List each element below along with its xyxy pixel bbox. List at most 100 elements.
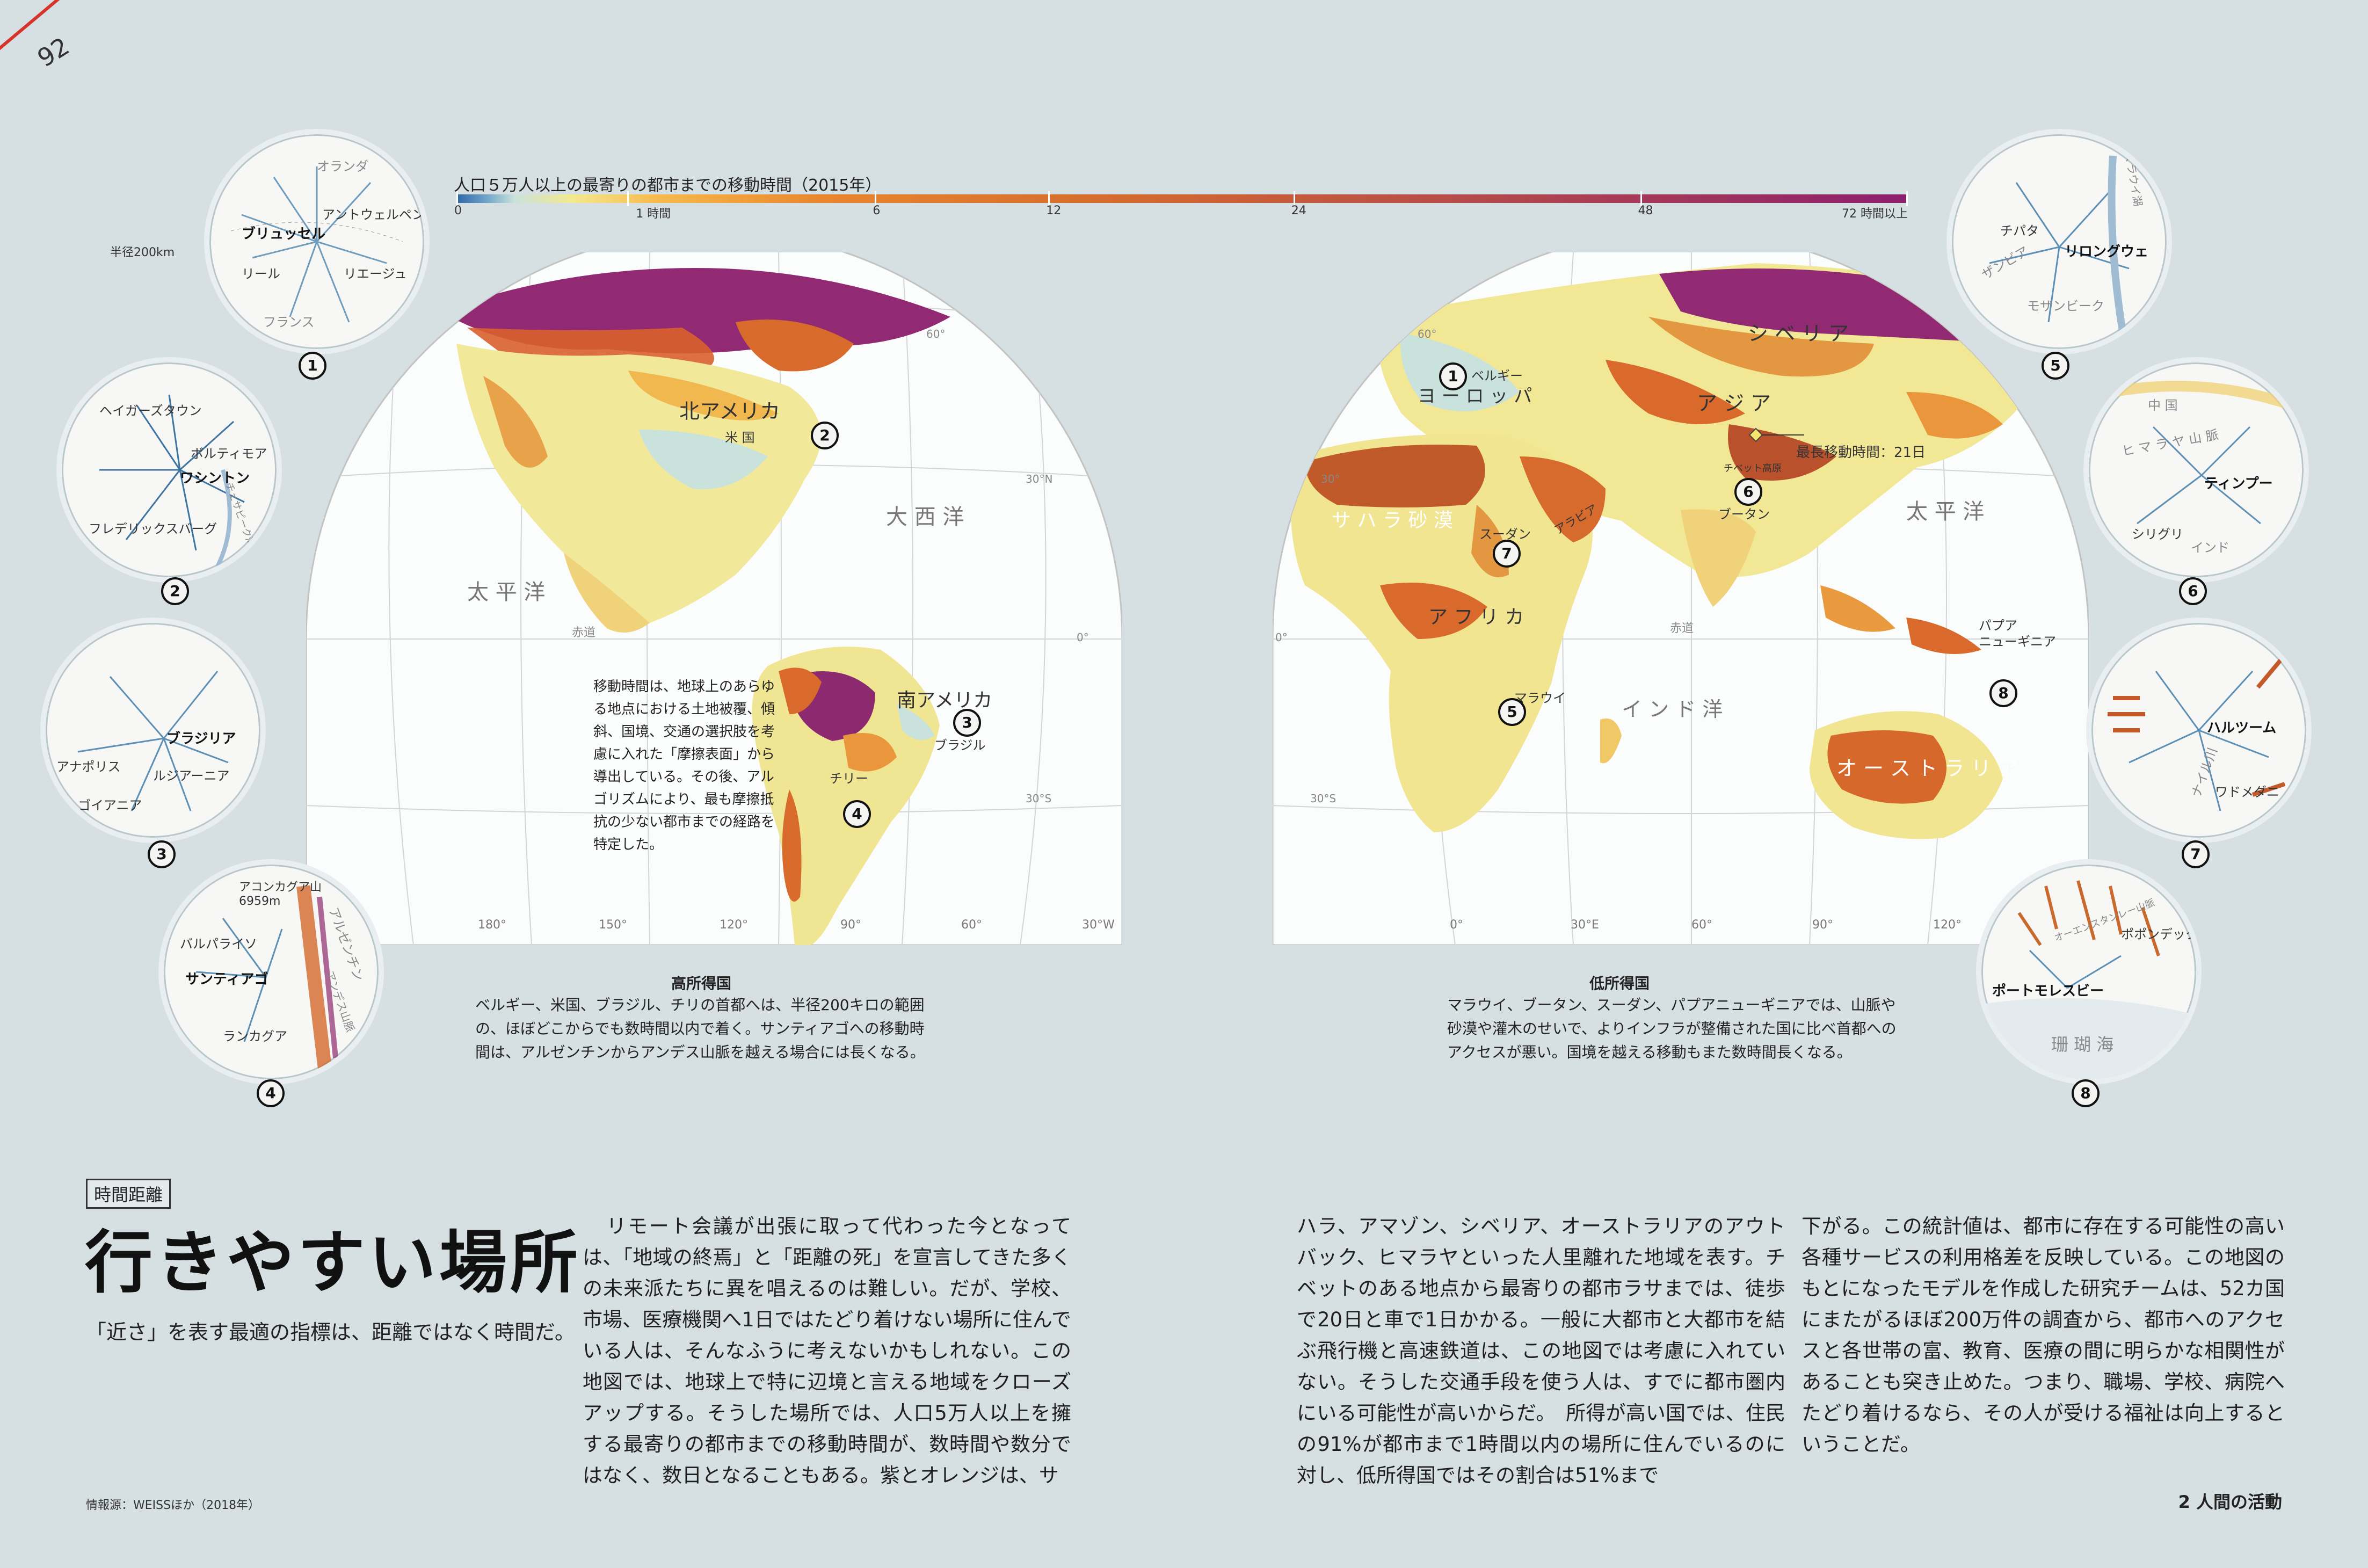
inset-8-place-1: ポポンデッタ: [2121, 927, 2198, 942]
inset-8-capital: ポートモレスビー: [1992, 983, 2104, 999]
longitude-label: 30°E: [1571, 918, 1599, 932]
longitude-label: 180°: [478, 918, 506, 932]
inset-1-brussels: オランダ アントウェルペン ブリュッセル リール リエージュ フランス: [204, 129, 430, 354]
article-column-2: ハラ、アマゾン、シベリア、オーストラリアのアウトバック、ヒマラヤといった人里離れ…: [1297, 1215, 1785, 1487]
label-pacific-west: 太 平 洋: [467, 580, 546, 605]
caption-low-income-body: マラウイ、ブータン、スーダン、パプアニューギニアでは、山脈や砂漠や灌木のせいで、…: [1447, 996, 1897, 1061]
method-annotation: 移動時間は、地球上のあらゆる地点における土地被覆、傾斜、国境、交通の選択肢を考慮…: [593, 679, 775, 853]
longitude-label: 60°: [961, 918, 982, 932]
label-atlantic: 大 西 洋: [886, 505, 964, 529]
lat-label-60-east: 60°: [1418, 328, 1437, 340]
longitude-label: 60°: [1691, 918, 1712, 932]
inset-3-place-1: アナポリス: [56, 759, 121, 774]
inset-5-place-1: チパタ: [2000, 223, 2039, 238]
inset-4-place-3: ランカグア: [223, 1029, 287, 1044]
label-africa: ア フ リ カ: [1428, 606, 1524, 628]
label-equator-west: 赤道: [572, 626, 596, 640]
label-pacific-east: 太 平 洋: [1906, 499, 1985, 524]
inset-5-capital: リロングウェ: [2065, 244, 2149, 260]
inset-3-place-2: ルジアーニア: [153, 768, 230, 783]
inset-1-capital: ブリュッセル: [242, 226, 326, 242]
legend-tick-label: 6: [873, 204, 881, 217]
longitude-label: 120°: [720, 918, 748, 932]
label-brazil: ブラジル: [934, 738, 986, 753]
inset-badge-8: 8: [2072, 1079, 2100, 1107]
longitude-label: 150°: [599, 918, 627, 932]
label-belgium: ベルギー: [1471, 368, 1523, 383]
article-column-1: リモート会議が出張に取って代わった今となっては、「地域の終焉」と「距離の死」を宣…: [583, 1215, 1071, 1487]
map-badge-1: 1: [1439, 362, 1467, 390]
caption-high-income-body: ベルギー、米国、ブラジル、チリの首都へは、半径200キロの範囲の、ほぼどこからで…: [475, 996, 925, 1061]
inset-8-place-3: 珊 瑚 海: [2051, 1034, 2114, 1055]
inset-2-place-2: ボルティモア: [191, 446, 267, 461]
legend-tick-label: 1 時間: [636, 207, 671, 221]
inset-7-khartoum: ハルツーム ワドメダニ ナイル川: [2086, 618, 2312, 843]
map-badge-8: 8: [1989, 679, 2017, 707]
inset-1-place-1: オランダ: [317, 159, 368, 174]
inset-1-place-5: フランス: [263, 315, 315, 330]
legend-tick-label: 0: [454, 204, 462, 217]
inset-6-thimphu: 中 国 ヒ マ ラ ヤ 山 脈 ティンプー シリグリ インド: [2083, 357, 2309, 583]
longitude-label: 120°: [1933, 918, 1962, 932]
inset-6-place-1: 中 国: [2148, 398, 2178, 413]
label-asia: ア ジ ア: [1697, 391, 1771, 415]
inset-6-place-4: インド: [2191, 540, 2229, 555]
inset-7-place-1: ワドメダニ: [2215, 785, 2279, 800]
inset-3-brasilia: ブラジリア アナポリス ルジアーニア ゴイアニア: [40, 618, 266, 843]
legend-tickmark: [1293, 191, 1295, 206]
legend-tickmark: [1640, 191, 1642, 206]
label-bhutan: ブータン: [1718, 507, 1770, 522]
inset-1-place-3: リール: [242, 266, 280, 281]
subhead: 「近さ」を表す最適の指標は、距離ではなく時間だ。: [86, 1320, 575, 1344]
map-badge-3: 3: [953, 709, 981, 737]
longitude-label: 90°: [1812, 918, 1833, 932]
west-hemisphere-map: [306, 252, 1122, 945]
inset-1-place-2: アントウェルペン: [322, 207, 425, 222]
label-north-america: 北アメリカ: [679, 400, 781, 423]
label-chile: チリー: [830, 771, 868, 786]
page-number: 92: [32, 31, 75, 73]
inset-4-capital: サンティアゴ: [185, 971, 268, 988]
inset-4-place-2: バルパライソ: [180, 937, 257, 952]
label-max-time: 最長移動時間：21日: [1796, 445, 1926, 461]
label-equator-east: 赤道: [1670, 622, 1694, 635]
legend-tick-label: 12: [1046, 204, 1062, 217]
inset-2-place-3: フレデリックスバーグ: [89, 521, 217, 536]
legend-tick-label: 24: [1291, 204, 1306, 217]
section-footer: 2 人間の活動: [2178, 1492, 2282, 1512]
article-column-3: 下がる。この統計値は、都市に存在する可能性の高い各種サービスの利用格差を反映して…: [1802, 1215, 2285, 1456]
lat-label-30s-east: 30°S: [1310, 792, 1336, 805]
inset-2-place-1: ヘイガーズタウン: [99, 403, 202, 418]
lat-label-30-east: 30°: [1321, 473, 1340, 485]
map-badge-6: 6: [1734, 478, 1762, 506]
legend-color-bar: [456, 194, 1906, 203]
label-europe: ヨ ー ロ ッ パ: [1418, 386, 1532, 407]
caption-high-income-title: 高所得国: [671, 975, 732, 992]
legend-title: 人口５万人以上の最寄りの都市までの移動時間（2015年）: [454, 176, 882, 195]
label-png: パプア ニューギニア: [1979, 618, 2056, 649]
label-siberia: シ ベ リ ア: [1748, 322, 1849, 345]
inset-4-place-1: アコンカグア山 6959m: [239, 881, 322, 908]
inset-8-port-moresby: ポポンデッタ オーエンスタンレー山脈 ポートモレスビー 珊 瑚 海: [1976, 859, 2202, 1085]
inset-6-capital: ティンプー: [2204, 476, 2273, 492]
label-indian-ocean: イ ン ド 洋: [1622, 698, 1723, 721]
inset-badge-4: 4: [257, 1079, 285, 1107]
section-tag: 時間距離: [86, 1179, 171, 1209]
map-badge-2: 2: [811, 422, 839, 449]
headline: 行きやすい場所: [85, 1223, 581, 1302]
lat-label-30s-west: 30°S: [1026, 792, 1052, 805]
inset-badge-1: 1: [299, 352, 326, 380]
source-credit: 情報源：WEISSほか（2018年）: [86, 1499, 260, 1512]
label-south-america: 南アメリカ: [897, 689, 993, 712]
label-sudan: スーダン: [1479, 527, 1531, 542]
inset-2-capital: ワシントン: [180, 470, 250, 487]
inset-3-place-3: ゴイアニア: [78, 798, 142, 813]
inset-badge-6: 6: [2179, 577, 2207, 605]
lat-label-30n-west: 30°N: [1026, 473, 1053, 485]
label-tibet: チベット高原: [1724, 463, 1782, 474]
east-hemisphere-map: [1273, 252, 2089, 945]
inset-5-place-4: モザンビーク: [2027, 299, 2104, 314]
label-usa: 米 国: [725, 430, 755, 445]
inset-badge-2: 2: [161, 577, 189, 605]
inset-6-place-3: シリグリ: [2132, 527, 2183, 542]
